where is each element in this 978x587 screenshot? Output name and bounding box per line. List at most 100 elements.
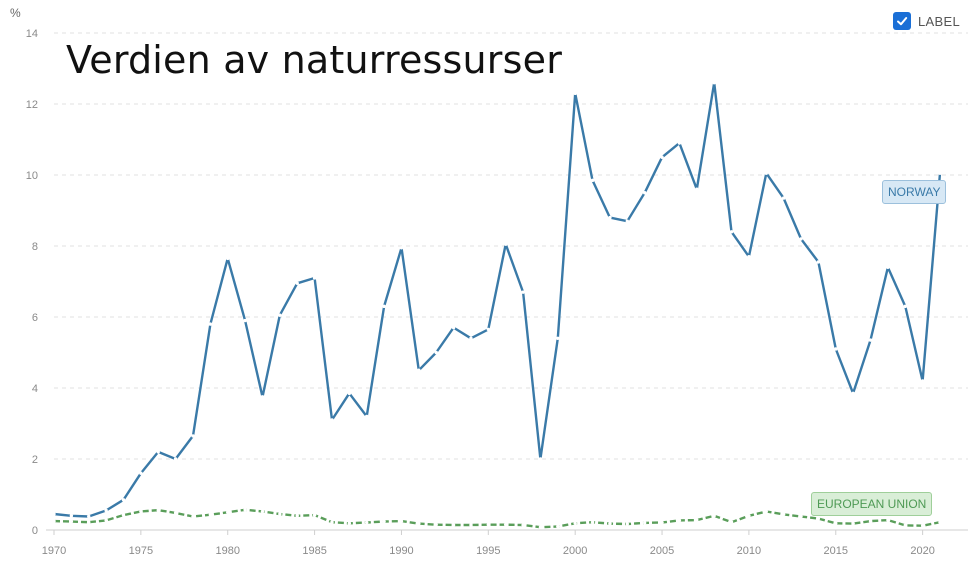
data-point-european-union-1990 (399, 519, 404, 523)
data-point-european-union-2007 (695, 518, 699, 522)
data-point-norway-1977 (173, 457, 178, 461)
data-point-european-union-1978 (191, 514, 195, 519)
data-point-european-union-1999 (556, 524, 560, 529)
data-point-norway-1974 (121, 498, 126, 502)
data-point-european-union-2000 (573, 521, 577, 525)
data-point-european-union-1996 (503, 522, 508, 527)
data-point-european-union-2015 (834, 521, 838, 525)
data-point-norway-2001 (590, 178, 595, 183)
data-point-european-union-1985 (312, 513, 317, 517)
data-point-european-union-1974 (121, 513, 126, 517)
data-point-norway-2016 (851, 391, 855, 396)
data-point-norway-2008 (712, 81, 716, 85)
axes: 0 2 4 6 8 10 12 14 1970 1975 1980 1985 1990 1995 2000 2… (26, 28, 968, 557)
data-point-norway-1983 (278, 313, 282, 317)
data-point-norway-1981 (243, 318, 247, 323)
x-tick-label-1975: 1975 (129, 545, 153, 557)
series (52, 81, 942, 529)
y-tick-label-8: 8 (32, 241, 38, 253)
data-point-norway-2004 (642, 191, 647, 195)
checkmark-icon (897, 17, 908, 26)
data-point-norway-1979 (208, 322, 213, 326)
data-point-norway-2018 (886, 265, 890, 269)
data-point-european-union-2017 (868, 519, 873, 523)
data-point-norway-1990 (399, 246, 404, 250)
data-point-norway-2017 (868, 338, 873, 342)
data-point-norway-2015 (834, 347, 838, 351)
data-point-european-union-1988 (365, 520, 369, 525)
data-point-european-union-2011 (764, 509, 768, 514)
data-point-norway-1980 (226, 256, 230, 261)
series-label-norway: NORWAY (882, 180, 947, 204)
data-point-norway-1998 (538, 457, 543, 461)
y-tick-label-14: 14 (26, 28, 38, 40)
data-point-european-union-1993 (451, 523, 456, 527)
data-point-european-union-2021 (938, 520, 942, 524)
data-point-european-union-2010 (747, 514, 751, 518)
data-point-norway-1999 (556, 336, 560, 340)
x-tick-label-2015: 2015 (824, 545, 848, 557)
chart-title: Verdien av naturressurser (66, 38, 563, 82)
series-line-norway (53, 81, 942, 518)
data-point-norway-2014 (816, 260, 821, 264)
data-point-european-union-1995 (486, 522, 491, 527)
data-point-norway-1997 (521, 290, 525, 294)
data-point-european-union-1994 (469, 523, 473, 527)
data-point-norway-2012 (781, 196, 786, 200)
data-point-norway-1992 (434, 350, 438, 355)
x-tick-label-1990: 1990 (389, 545, 413, 557)
y-tick-label-6: 6 (32, 312, 38, 324)
label-checkbox[interactable] (893, 12, 911, 30)
data-point-european-union-2008 (712, 514, 716, 518)
series-line-european-union (53, 508, 941, 529)
data-point-norway-1988 (365, 414, 369, 419)
data-point-european-union-2018 (886, 518, 890, 522)
data-point-norway-1978 (191, 434, 195, 438)
data-point-european-union-2001 (590, 520, 595, 524)
data-point-norway-1975 (139, 471, 143, 475)
data-point-european-union-1972 (87, 520, 91, 524)
data-point-norway-2009 (729, 230, 734, 234)
data-point-european-union-1987 (347, 521, 352, 525)
data-point-norway-1985 (312, 276, 317, 280)
data-point-norway-1982 (260, 395, 265, 399)
data-point-norway-2006 (677, 141, 682, 145)
label-toggle-text: LABEL (918, 13, 960, 29)
y-tick-label-4: 4 (32, 383, 38, 395)
x-tick-label-2005: 2005 (650, 545, 674, 557)
data-point-norway-2019 (903, 304, 907, 309)
data-point-norway-1994 (469, 336, 473, 340)
data-point-european-union-2004 (642, 521, 647, 525)
x-tick-label-2000: 2000 (563, 545, 587, 557)
data-point-european-union-2006 (677, 518, 682, 523)
data-point-norway-2002 (608, 215, 612, 220)
x-tick-label-1970: 1970 (42, 545, 66, 557)
label-toggle[interactable]: LABEL (893, 12, 960, 30)
x-tick-label-2010: 2010 (737, 545, 761, 557)
data-point-norway-2005 (660, 155, 664, 159)
data-point-european-union-1973 (104, 518, 108, 523)
data-point-european-union-2002 (608, 521, 612, 526)
data-point-european-union-1982 (260, 509, 265, 514)
data-point-european-union-1991 (417, 521, 421, 526)
data-point-european-union-2003 (625, 522, 629, 526)
data-point-european-union-1975 (139, 509, 143, 514)
data-point-european-union-1976 (156, 508, 160, 512)
data-point-norway-1989 (382, 304, 386, 309)
data-point-european-union-1980 (226, 510, 230, 514)
data-point-european-union-2016 (851, 521, 855, 526)
x-tick-label-2020: 2020 (910, 545, 934, 557)
x-tick-label-1985: 1985 (302, 545, 326, 557)
data-point-european-union-1981 (243, 508, 247, 512)
data-point-european-union-1971 (69, 519, 74, 524)
data-point-european-union-1977 (173, 511, 178, 515)
data-point-european-union-1997 (521, 523, 525, 527)
data-point-norway-1973 (104, 508, 108, 513)
y-tick-label-10: 10 (26, 170, 38, 182)
grid-lines (54, 32, 968, 460)
data-point-norway-2021 (938, 171, 942, 175)
series-label-european-union: EUROPEAN UNION (811, 492, 933, 516)
data-point-norway-1976 (156, 450, 160, 454)
data-point-norway-1987 (347, 391, 352, 396)
